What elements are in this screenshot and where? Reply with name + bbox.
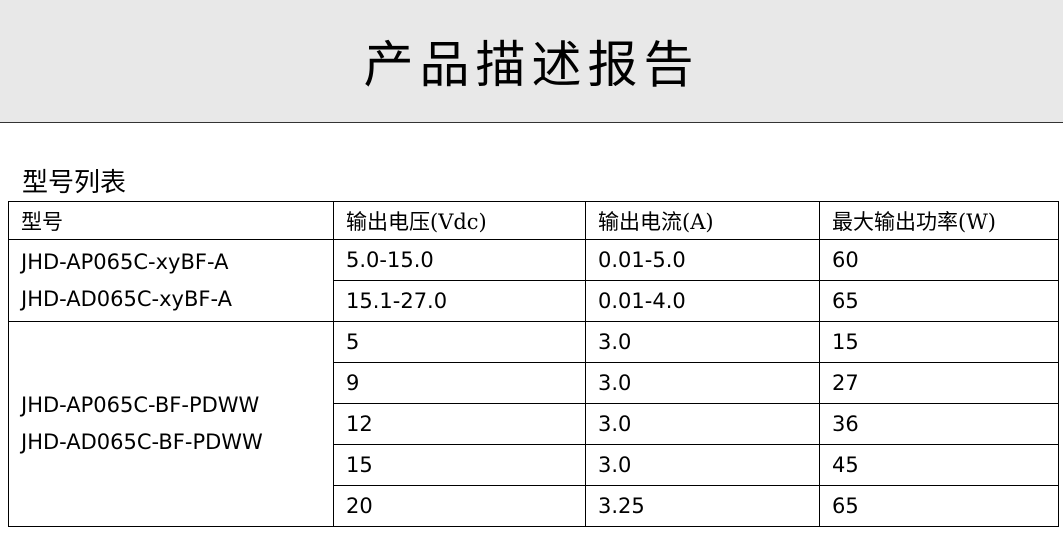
power-cell: 65 xyxy=(819,280,1059,322)
current-cell: 3.0 xyxy=(585,403,820,445)
model-name: JHD-AD065C-xyBF-A xyxy=(21,286,232,311)
model-name: JHD-AD065C-BF-PDWW xyxy=(21,430,263,454)
report-header: 产品描述报告 xyxy=(0,0,1063,123)
table-row: 15 3.0 45 xyxy=(9,444,1059,486)
voltage-cell: 12 xyxy=(333,403,586,445)
table-header-row: 型号 输出电压(Vdc) 输出电流(A) 最大输出功率(W) xyxy=(8,201,1059,240)
current-cell: 3.25 xyxy=(585,485,820,527)
report-title: 产品描述报告 xyxy=(363,36,700,94)
current-cell: 0.01-5.0 xyxy=(585,239,820,281)
column-header: 最大输出功率(W) xyxy=(819,201,1059,240)
table-row: 15.1-27.0 0.01-4.0 65 xyxy=(9,280,1059,322)
model-cell: JHD-AP065C-xyBF-A JHD-AD065C-xyBF-A xyxy=(8,239,334,322)
voltage-cell: 15 xyxy=(333,444,586,486)
section-title: 型号列表 xyxy=(22,168,127,198)
power-cell: 15 xyxy=(819,321,1059,363)
column-header: 型号 xyxy=(8,201,334,240)
column-header: 输出电流(A) xyxy=(585,201,820,240)
model-cell: JHD-AP065C-BF-PDWW JHD-AD065C-BF-PDWW xyxy=(8,321,334,527)
model-name: JHD-AP065C-BF-PDWW xyxy=(21,393,260,417)
model-name: JHD-AP065C-xyBF-A xyxy=(21,249,229,274)
table-row: 12 3.0 36 xyxy=(9,403,1059,445)
power-cell: 60 xyxy=(819,239,1059,281)
current-cell: 0.01-4.0 xyxy=(585,280,820,322)
voltage-cell: 5 xyxy=(333,321,586,363)
column-header: 输出电压(Vdc) xyxy=(333,201,586,240)
power-cell: 36 xyxy=(819,403,1059,445)
power-cell: 65 xyxy=(819,485,1059,527)
voltage-cell: 5.0-15.0 xyxy=(333,239,586,281)
voltage-cell: 15.1-27.0 xyxy=(333,280,586,322)
table-row: JHD-AP065C-BF-PDWW JHD-AD065C-BF-PDWW 5 3.0… xyxy=(8,321,1059,527)
model-table: 型号 输出电压(Vdc) 输出电流(A) 最大输出功率(W) JHD-AP065… xyxy=(8,201,1059,527)
power-cell: 27 xyxy=(819,362,1059,404)
power-cell: 45 xyxy=(819,444,1059,486)
voltage-cell: 20 xyxy=(333,485,586,527)
table-row: 20 3.25 65 xyxy=(9,485,1059,527)
current-cell: 3.0 xyxy=(585,444,820,486)
current-cell: 3.0 xyxy=(585,321,820,363)
voltage-cell: 9 xyxy=(333,362,586,404)
table-row: JHD-AP065C-xyBF-A JHD-AD065C-xyBF-A 5.0-15… xyxy=(8,239,1059,322)
current-cell: 3.0 xyxy=(585,362,820,404)
